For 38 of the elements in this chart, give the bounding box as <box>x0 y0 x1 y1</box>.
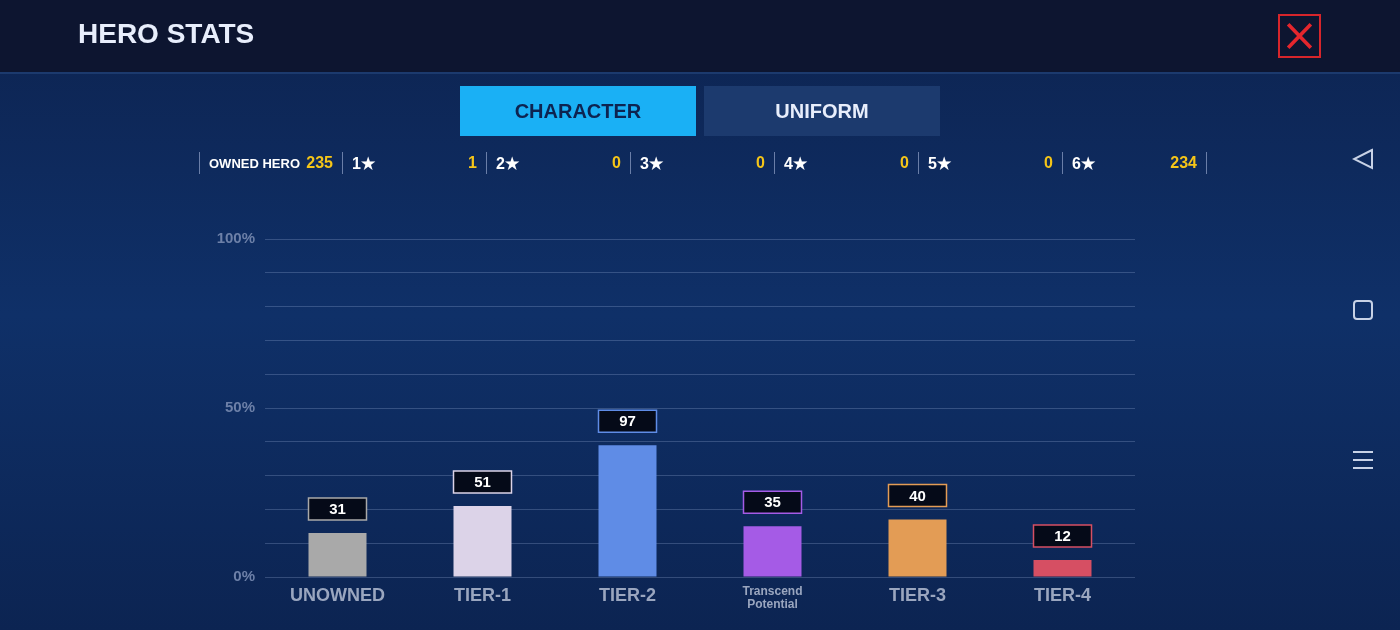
text: 0 <box>612 154 621 172</box>
bar <box>308 533 367 577</box>
annotation: 31 <box>329 500 346 518</box>
text: 234 <box>1170 154 1197 172</box>
text: 5★ <box>928 153 951 173</box>
bar <box>598 445 657 577</box>
text: 6★ <box>1072 153 1095 173</box>
text: OWNED HERO <box>209 155 300 171</box>
text: 1 <box>468 154 477 172</box>
x-tick-label: Transcend Potential <box>742 583 803 612</box>
bar <box>453 506 512 577</box>
text: 4★ <box>784 153 807 173</box>
bar <box>888 519 947 577</box>
text: 0 <box>756 154 765 172</box>
bar <box>1033 560 1092 577</box>
annotation: 51 <box>474 473 491 491</box>
x-tick-label: TIER-2 <box>598 584 657 605</box>
text: 235 <box>306 154 333 172</box>
text: 0 <box>1044 154 1053 172</box>
annotation: 40 <box>909 486 926 504</box>
text: 1★ <box>352 153 375 173</box>
y-tick-label: 0% <box>233 567 255 585</box>
annotation: 12 <box>1054 527 1071 545</box>
text: 0 <box>900 154 909 172</box>
annotation: 35 <box>764 493 781 511</box>
x-tick-label: TIER-1 <box>453 584 512 605</box>
y-tick-label: 100% <box>216 229 255 247</box>
x-tick-label: UNOWNED <box>290 584 385 605</box>
annotation: 97 <box>619 412 636 430</box>
bar <box>743 526 802 577</box>
text: CHARACTER <box>460 86 696 136</box>
text: UNIFORM <box>704 86 940 136</box>
x-tick-label: TIER-3 <box>888 584 947 605</box>
text: 3★ <box>640 153 663 173</box>
text: 2★ <box>496 153 519 173</box>
y-tick-label: 50% <box>224 398 255 416</box>
x-tick-label: TIER-4 <box>1033 584 1092 605</box>
chart-title: HERO STATS <box>78 18 255 50</box>
